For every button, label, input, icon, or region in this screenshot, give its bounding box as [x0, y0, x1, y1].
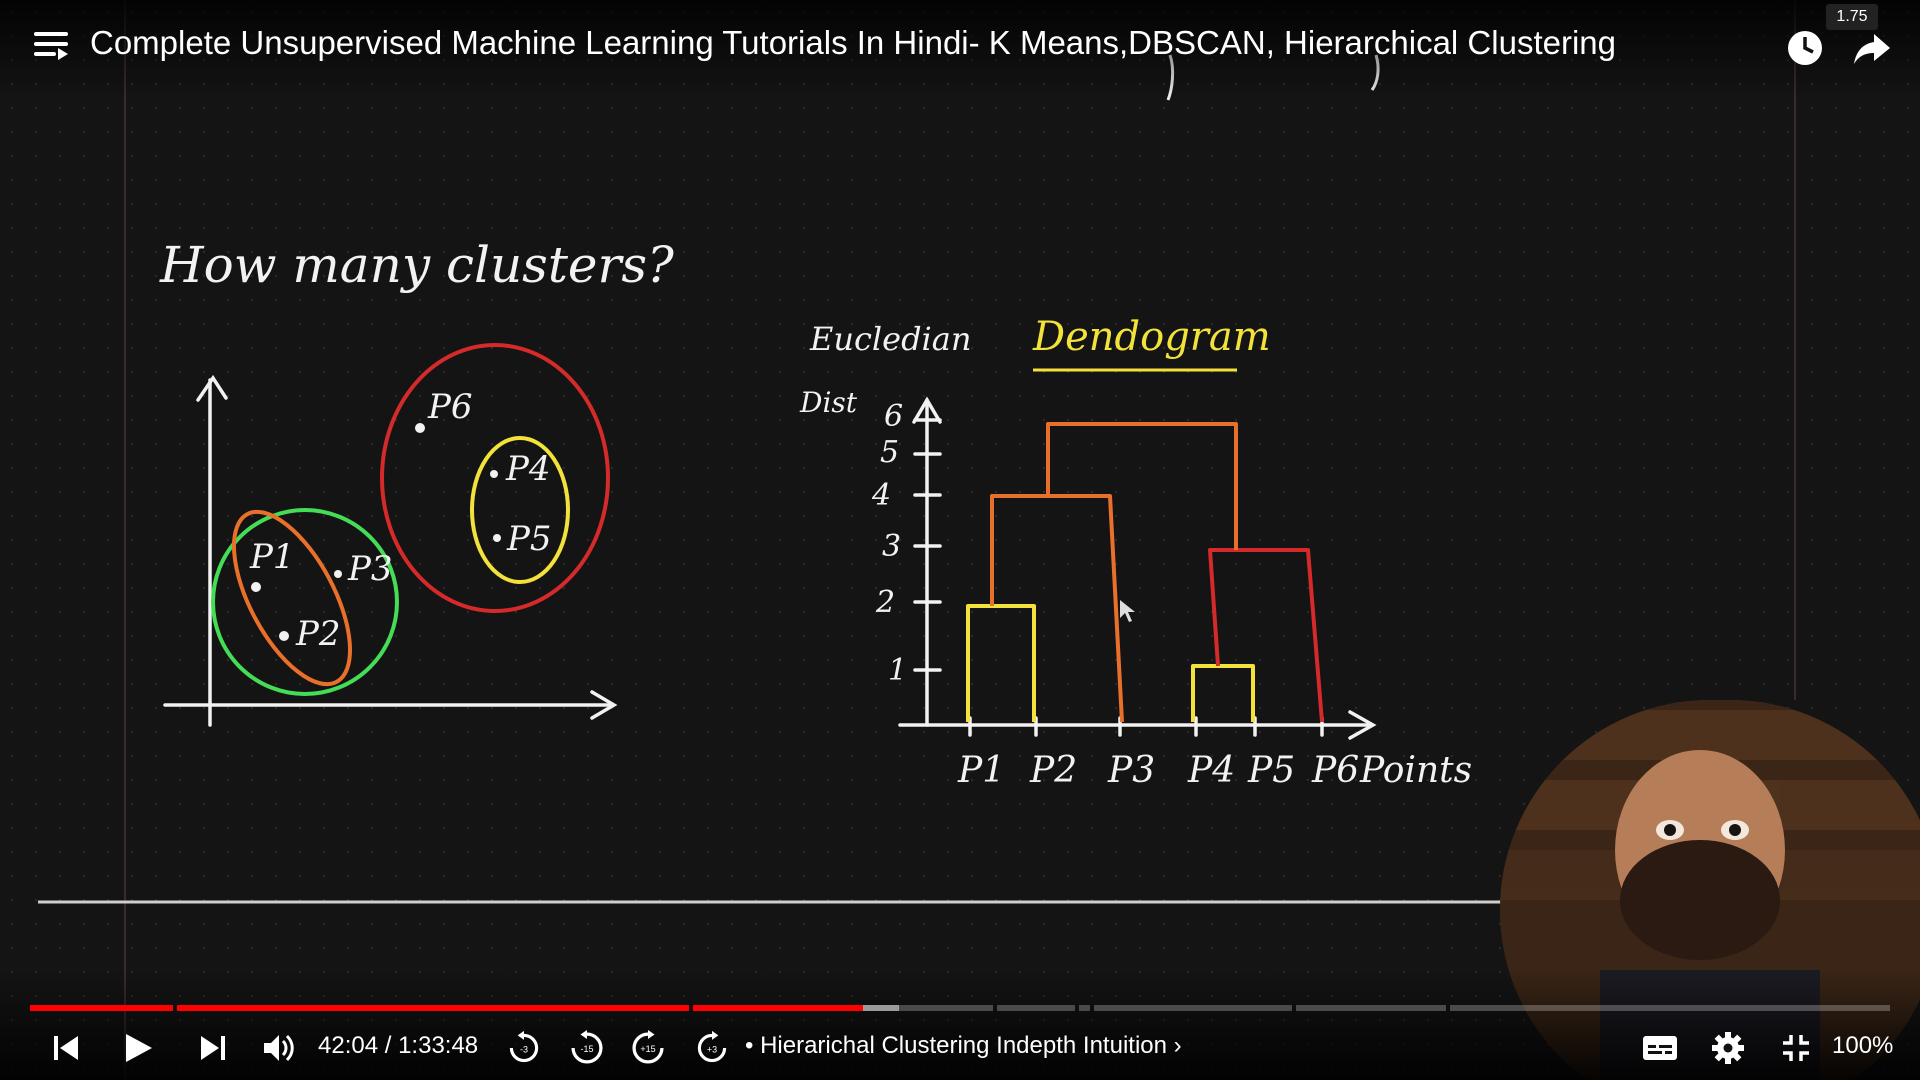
label-p2: P2: [295, 614, 341, 654]
link-root: [1046, 422, 1238, 550]
rewind-3-icon[interactable]: -3: [504, 1030, 544, 1066]
point-p4: [490, 470, 498, 478]
progress-segment[interactable]: [693, 1005, 993, 1011]
zoom-level: 100%: [1832, 1032, 1894, 1059]
dendrogram-axes: [898, 396, 1377, 740]
link-p45-p6: [1208, 548, 1324, 723]
scatter-axes: [163, 374, 618, 727]
forward-15-label: +15: [640, 1044, 655, 1054]
point-p6: [415, 423, 425, 433]
forward-3-icon[interactable]: +3: [692, 1030, 732, 1066]
link-p1-p2: [966, 604, 1036, 722]
y-tick-2: 2: [875, 585, 895, 620]
label-p3: P3: [347, 549, 393, 589]
chapter-title[interactable]: • Hierarichal Clustering Indepth Intuiti…: [745, 1032, 1182, 1060]
y-tick-6: 6: [884, 399, 903, 434]
play-icon[interactable]: [120, 1030, 156, 1066]
time-total: 1:33:48: [398, 1032, 479, 1059]
link-p12-p3: [990, 494, 1124, 723]
chevron-right-icon: ›: [1173, 1032, 1182, 1059]
rewind-3-label: -3: [520, 1045, 528, 1055]
orange-cluster: [231, 509, 353, 687]
video-title[interactable]: Complete Unsupervised Machine Learning T…: [90, 24, 1616, 61]
y-tick-1: 1: [888, 653, 907, 688]
time-display: 42:04 / 1:33:48: [318, 1032, 478, 1060]
x-label-p3: P3: [1107, 750, 1155, 791]
cursor-icon: [1120, 600, 1135, 622]
y-tick-5: 5: [880, 435, 899, 470]
link-p4-p5: [1191, 664, 1255, 722]
x-label-p1: P1: [957, 750, 1005, 791]
rewind-15-icon[interactable]: -15: [565, 1030, 609, 1066]
x-label-p6: P6: [1311, 750, 1359, 791]
progress-segment[interactable]: [177, 1005, 689, 1011]
played-fill: [177, 1005, 689, 1011]
played-fill: [30, 1005, 173, 1011]
green-cluster: [211, 508, 399, 696]
progress-segment[interactable]: [1079, 1005, 1090, 1011]
label-p4: P4: [505, 449, 551, 489]
progress-bar[interactable]: [30, 1005, 1890, 1011]
point-p1: [251, 582, 261, 592]
progress-segment[interactable]: [1094, 1005, 1292, 1011]
time-separator: /: [378, 1032, 399, 1059]
bottom-controls: [0, 970, 1920, 1080]
captions-icon[interactable]: [1640, 1030, 1680, 1066]
label-p5: P5: [506, 519, 552, 559]
yellow-cluster: [470, 436, 570, 584]
volume-icon[interactable]: [260, 1030, 296, 1066]
top-bar: [0, 0, 1920, 100]
x-axis-label-points: Points: [1359, 750, 1472, 791]
y-tick-3: 3: [882, 529, 901, 564]
dendrogram-title: Dendogram: [1032, 314, 1271, 360]
clock-icon[interactable]: [1785, 28, 1825, 68]
label-p1: P1: [249, 537, 295, 577]
axis-label-euclidean: Eucledian: [809, 320, 971, 358]
forward-15-icon[interactable]: +15: [626, 1030, 670, 1066]
forward-3-label: +3: [707, 1045, 717, 1055]
skip-previous-icon[interactable]: [50, 1030, 84, 1066]
red-cluster: [380, 343, 610, 613]
question-text: How many clusters?: [159, 236, 675, 294]
point-p5: [493, 534, 501, 542]
point-p3: [334, 570, 342, 578]
label-p6: P6: [427, 387, 473, 427]
time-current: 42:04: [318, 1032, 379, 1059]
x-label-p4: P4: [1187, 750, 1235, 791]
rewind-15-label: -15: [580, 1044, 593, 1054]
share-arrow-icon[interactable]: [1852, 28, 1892, 68]
exit-fullscreen-icon[interactable]: [1778, 1030, 1814, 1066]
chapter-prefix: •: [745, 1032, 754, 1059]
played-fill: [693, 1005, 864, 1011]
gear-icon[interactable]: [1710, 1030, 1746, 1066]
x-label-p5: P5: [1247, 750, 1295, 791]
axis-label-dist: Dist: [799, 386, 858, 419]
progress-segment[interactable]: [1450, 1005, 1890, 1011]
progress-segment[interactable]: [997, 1005, 1075, 1011]
point-p2: [279, 631, 289, 641]
skip-next-icon[interactable]: [195, 1030, 229, 1066]
y-tick-4: 4: [871, 478, 891, 513]
speed-badge: 1.75: [1826, 4, 1878, 30]
playlist-icon[interactable]: [34, 32, 68, 62]
progress-segment[interactable]: [30, 1005, 173, 1011]
chapter-name: Hierarichal Clustering Indepth Intuition: [760, 1032, 1167, 1059]
progress-segment[interactable]: [1296, 1005, 1446, 1011]
x-label-p2: P2: [1029, 750, 1077, 791]
